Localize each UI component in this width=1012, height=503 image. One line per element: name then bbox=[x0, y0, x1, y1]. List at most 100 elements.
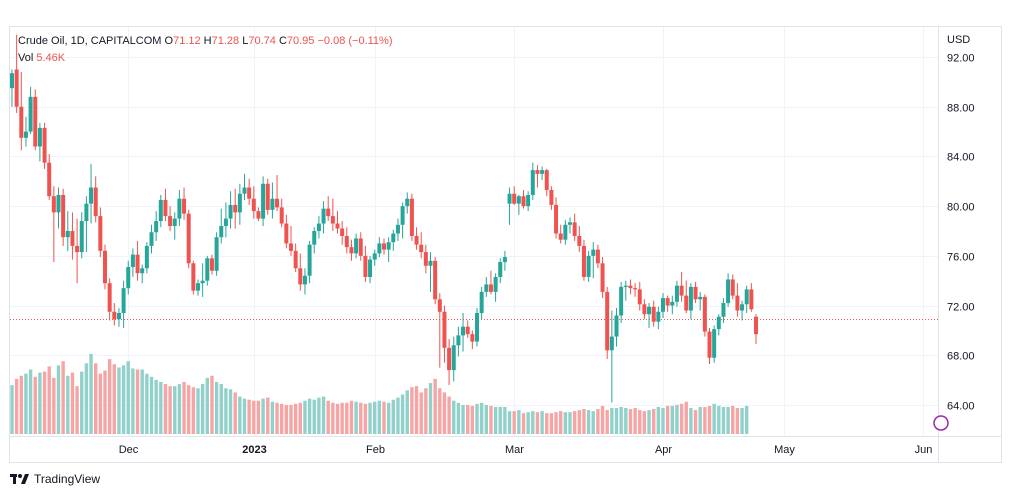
volume-bar bbox=[33, 376, 37, 434]
volume-bar bbox=[210, 375, 214, 434]
volume-bar bbox=[289, 404, 293, 434]
candle-body bbox=[405, 198, 410, 207]
candle-body bbox=[735, 295, 740, 311]
candle-body bbox=[600, 263, 605, 292]
volume-bar bbox=[56, 365, 61, 434]
volume-bar bbox=[368, 402, 372, 434]
volume-bar bbox=[563, 412, 568, 434]
candle-body bbox=[707, 331, 712, 358]
candle-body bbox=[75, 245, 80, 253]
volume-bar bbox=[586, 410, 591, 434]
candle-body bbox=[702, 296, 707, 332]
volume-bar bbox=[396, 397, 400, 434]
volume-bar bbox=[187, 385, 191, 434]
x-tick-label: Feb bbox=[366, 444, 385, 456]
volume-bar bbox=[131, 368, 135, 434]
candle-body bbox=[28, 96, 33, 132]
volume-bar bbox=[619, 406, 623, 434]
volume-bar bbox=[517, 410, 521, 434]
volume-bar bbox=[466, 404, 470, 434]
candle-body bbox=[428, 260, 433, 266]
symbol-title[interactable]: Crude Oil, 1D, CAPITALCOM bbox=[18, 35, 162, 47]
candle-body bbox=[740, 304, 745, 311]
candle-body bbox=[196, 283, 200, 291]
candle-body bbox=[79, 221, 84, 253]
candle-body bbox=[61, 194, 66, 238]
candle-body bbox=[144, 245, 149, 269]
brand-name: TradingView bbox=[34, 472, 101, 486]
volume-bar bbox=[470, 405, 475, 434]
candle-body bbox=[744, 289, 749, 305]
candle-body bbox=[465, 326, 470, 335]
tradingview-logo[interactable]: TradingView bbox=[10, 472, 100, 486]
candle-body bbox=[354, 238, 359, 254]
volume-bar bbox=[461, 404, 465, 434]
close-value: 70.95 bbox=[286, 35, 315, 47]
candle-body bbox=[414, 235, 419, 245]
candle-body bbox=[749, 289, 754, 310]
candle-body bbox=[51, 196, 56, 213]
candle-body bbox=[149, 232, 154, 246]
candle-body bbox=[56, 194, 61, 213]
volume-bar bbox=[312, 399, 316, 434]
volume-bar bbox=[452, 400, 456, 434]
volume-bar bbox=[80, 371, 84, 434]
candle-body bbox=[614, 315, 619, 337]
candle-body bbox=[126, 267, 131, 289]
volume-bar bbox=[740, 408, 744, 434]
y-tick-label: 80.00 bbox=[947, 202, 975, 214]
volume-bar bbox=[675, 404, 679, 434]
candle-body bbox=[591, 249, 596, 256]
low-value: 70.74 bbox=[248, 35, 276, 47]
candle-body bbox=[581, 245, 586, 277]
volume-bar bbox=[531, 411, 535, 434]
candle-body bbox=[488, 284, 493, 292]
volume-bar bbox=[721, 406, 726, 434]
candle-body bbox=[140, 268, 145, 274]
open-value: 71.12 bbox=[173, 35, 201, 47]
candle-body bbox=[89, 187, 94, 204]
candle-body bbox=[19, 106, 24, 138]
candle-body bbox=[177, 198, 182, 219]
volume-bar bbox=[647, 410, 651, 434]
candle-body bbox=[688, 286, 693, 311]
candle-body bbox=[698, 296, 703, 300]
candle-body bbox=[595, 249, 600, 264]
candle-body bbox=[293, 250, 298, 269]
volume-bar bbox=[261, 398, 265, 434]
volume-bar bbox=[224, 388, 228, 434]
candle-body bbox=[633, 288, 638, 290]
volume-bar bbox=[665, 405, 670, 434]
volume-bar bbox=[582, 409, 586, 434]
volume-bar bbox=[442, 392, 447, 434]
candle-body bbox=[358, 238, 363, 256]
candle-body bbox=[340, 228, 345, 236]
candle-body bbox=[549, 190, 554, 205]
volume-bar bbox=[75, 386, 79, 434]
volume-bar bbox=[238, 396, 242, 434]
volume-bar bbox=[94, 363, 98, 434]
x-tick-label: Apr bbox=[655, 444, 672, 456]
candle-body bbox=[205, 258, 210, 281]
candle-body bbox=[484, 284, 489, 292]
candle-body bbox=[554, 204, 559, 234]
candle-body bbox=[544, 170, 549, 190]
volume-bar bbox=[698, 406, 702, 434]
volume-bar bbox=[10, 385, 14, 434]
volume-bar bbox=[349, 400, 354, 434]
candle-body bbox=[349, 247, 354, 254]
volume-bar bbox=[679, 403, 684, 434]
candle-body bbox=[386, 242, 391, 250]
volume-bar bbox=[214, 382, 219, 434]
volume-bar bbox=[559, 411, 563, 434]
ohlc-legend: Crude Oil, 1D, CAPITALCOM O71.12 H71.28 … bbox=[18, 35, 393, 47]
volume-bar bbox=[135, 369, 140, 434]
open-label: O bbox=[164, 35, 174, 47]
volume-label[interactable]: Vol bbox=[18, 52, 34, 64]
x-tick-label: Dec bbox=[119, 444, 139, 456]
volume-bar bbox=[163, 384, 168, 434]
volume-bar bbox=[117, 367, 121, 434]
volume-bar bbox=[363, 403, 368, 434]
volume-bar bbox=[354, 401, 358, 434]
